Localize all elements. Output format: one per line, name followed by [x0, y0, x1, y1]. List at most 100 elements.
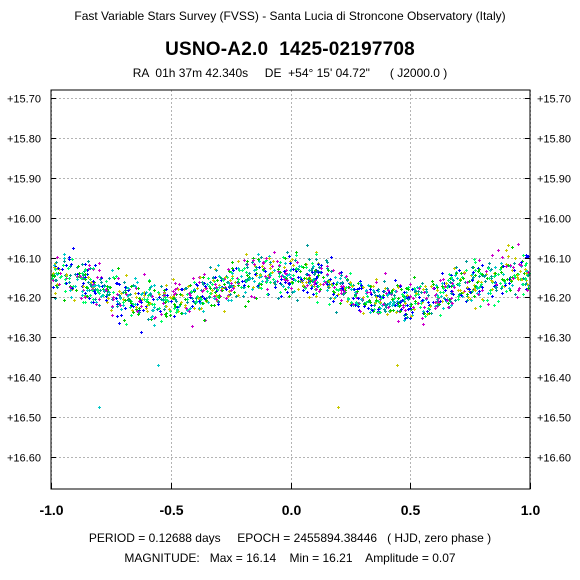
- data-point: [258, 260, 261, 263]
- data-point: [409, 317, 412, 320]
- data-point: [339, 302, 342, 305]
- data-point: [310, 269, 313, 272]
- data-point: [305, 266, 308, 269]
- data-point: [240, 275, 243, 278]
- data-point: [383, 280, 386, 283]
- data-point: [308, 258, 311, 261]
- data-point: [481, 289, 484, 292]
- data-point: [342, 293, 345, 296]
- data-point: [330, 270, 333, 273]
- data-point: [422, 288, 425, 291]
- data-point: [209, 292, 212, 295]
- data-point: [447, 306, 450, 309]
- data-point: [319, 283, 322, 286]
- data-point: [65, 274, 68, 277]
- x-tick-label: 0.0: [282, 502, 302, 518]
- data-point: [481, 264, 484, 267]
- data-point: [186, 293, 189, 296]
- data-point: [327, 269, 330, 272]
- data-point: [132, 303, 135, 306]
- y-tick-label-left: +16.60: [7, 453, 41, 465]
- data-point: [190, 290, 193, 293]
- data-point: [136, 310, 139, 313]
- data-point: [399, 301, 402, 304]
- data-point: [218, 296, 221, 299]
- data-point: [319, 288, 322, 291]
- data-point: [228, 290, 231, 293]
- data-point: [471, 279, 474, 282]
- data-point: [286, 291, 289, 294]
- data-point: [466, 286, 469, 289]
- data-point: [212, 279, 215, 282]
- data-point: [369, 311, 372, 314]
- plot-frame: [50, 89, 531, 490]
- data-point: [410, 303, 413, 306]
- data-point: [180, 288, 183, 291]
- data-point: [150, 285, 153, 288]
- x-tick-label: 1.0: [521, 502, 541, 518]
- data-point: [400, 308, 403, 311]
- data-point: [471, 266, 474, 269]
- data-point: [94, 264, 97, 267]
- data-point: [274, 283, 277, 286]
- data-point: [445, 282, 448, 285]
- data-point: [193, 288, 196, 291]
- data-point: [418, 287, 421, 290]
- data-point: [404, 302, 407, 305]
- data-point: [246, 274, 249, 277]
- data-point: [330, 256, 333, 259]
- data-point: [409, 295, 412, 298]
- period-epoch-info: PERIOD = 0.12688 days EPOCH = 2455894.38…: [88, 531, 492, 545]
- data-point: [120, 308, 123, 311]
- data-point: [175, 300, 178, 303]
- data-point: [353, 288, 356, 291]
- data-point: [320, 267, 323, 270]
- data-point: [129, 306, 132, 309]
- data-point: [116, 300, 119, 303]
- data-point: [109, 286, 112, 289]
- data-point: [147, 301, 150, 304]
- y-tick-label-right: +16.50: [537, 413, 571, 425]
- data-point: [488, 262, 491, 265]
- data-point: [213, 297, 216, 300]
- data-point: [172, 297, 175, 300]
- data-point: [81, 290, 84, 293]
- data-point: [456, 277, 459, 280]
- data-point: [346, 279, 349, 282]
- star-coordinates: RA 01h 37m 42.340s DE +54° 15' 04.72" ( …: [132, 66, 448, 80]
- data-point: [518, 263, 521, 266]
- data-point: [291, 258, 294, 261]
- data-point: [116, 315, 119, 318]
- data-point: [466, 293, 469, 296]
- data-point: [501, 278, 504, 281]
- data-point: [450, 276, 453, 279]
- data-point: [369, 285, 372, 288]
- data-point: [377, 300, 380, 303]
- data-point: [213, 287, 216, 290]
- data-point: [204, 285, 207, 288]
- data-point: [417, 290, 420, 293]
- data-point: [413, 276, 416, 279]
- data-point: [453, 286, 456, 289]
- data-point: [231, 272, 234, 275]
- data-point: [417, 302, 420, 305]
- data-point: [159, 310, 162, 313]
- data-point: [316, 301, 319, 304]
- data-point: [81, 272, 84, 275]
- data-point: [400, 288, 403, 291]
- data-point: [311, 271, 314, 274]
- data-point: [63, 257, 66, 260]
- data-point: [397, 302, 400, 305]
- data-point: [145, 291, 148, 294]
- data-point: [191, 297, 194, 300]
- data-point: [178, 283, 181, 286]
- data-point: [486, 299, 489, 302]
- data-point: [525, 272, 528, 275]
- data-point: [255, 266, 258, 269]
- data-point: [56, 286, 59, 289]
- data-point: [502, 265, 505, 268]
- data-point: [217, 264, 220, 267]
- data-point: [458, 293, 461, 296]
- data-point: [173, 303, 176, 306]
- data-point: [266, 288, 269, 291]
